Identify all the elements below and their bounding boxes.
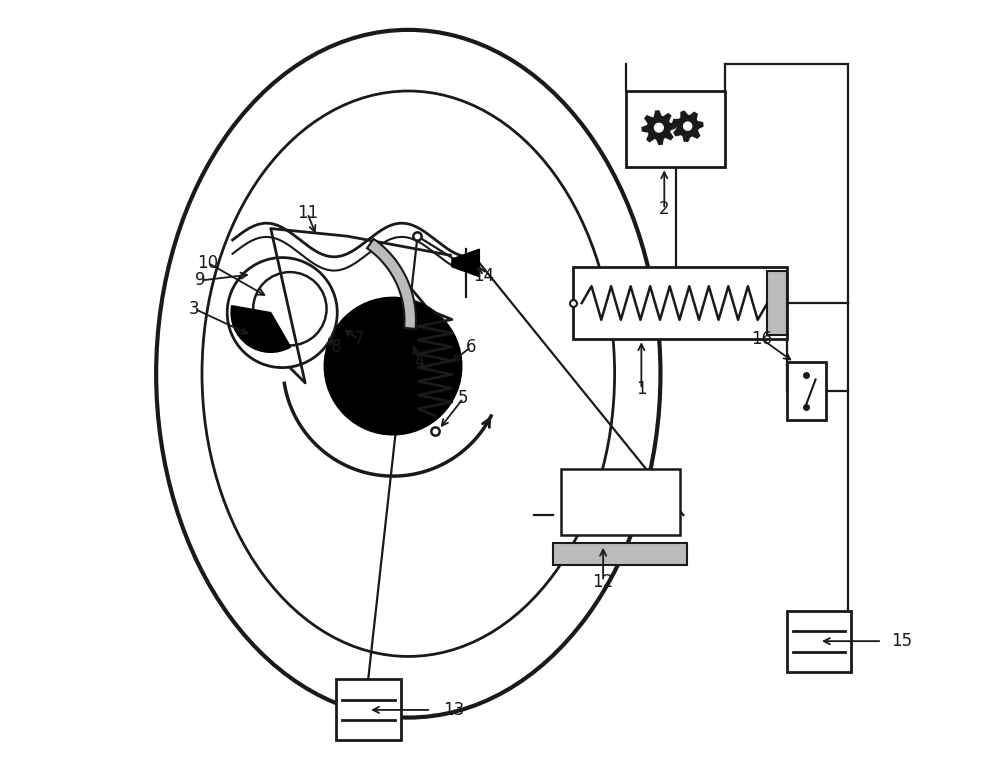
Bar [787, 363, 826, 419]
Bar [573, 267, 787, 339]
Bar [553, 543, 687, 565]
Wedge shape [231, 306, 291, 352]
Text: 8: 8 [330, 338, 341, 356]
Text: 5: 5 [458, 389, 469, 407]
Text: 12: 12 [593, 573, 614, 591]
Text: 6: 6 [466, 338, 476, 356]
Polygon shape [673, 111, 703, 142]
Text: 7: 7 [353, 331, 364, 349]
Bar [787, 611, 851, 671]
Bar [626, 91, 725, 167]
Bar [336, 679, 401, 741]
Text: 10: 10 [198, 254, 219, 272]
Text: 15: 15 [891, 633, 912, 650]
Text: 9: 9 [195, 272, 206, 289]
Text: 1: 1 [636, 380, 647, 398]
Polygon shape [452, 249, 479, 277]
Text: 11: 11 [297, 205, 318, 223]
Circle shape [324, 297, 462, 435]
Text: 3: 3 [189, 300, 200, 317]
Text: 16: 16 [752, 331, 773, 349]
Text: 13: 13 [443, 701, 464, 719]
Bar [561, 469, 680, 535]
Bar [767, 272, 787, 335]
Text: 14: 14 [473, 267, 494, 285]
Text: 2: 2 [659, 201, 670, 219]
Polygon shape [367, 239, 416, 329]
Circle shape [684, 122, 692, 130]
Text: 4: 4 [415, 353, 425, 371]
Circle shape [655, 124, 663, 132]
Polygon shape [642, 110, 676, 145]
